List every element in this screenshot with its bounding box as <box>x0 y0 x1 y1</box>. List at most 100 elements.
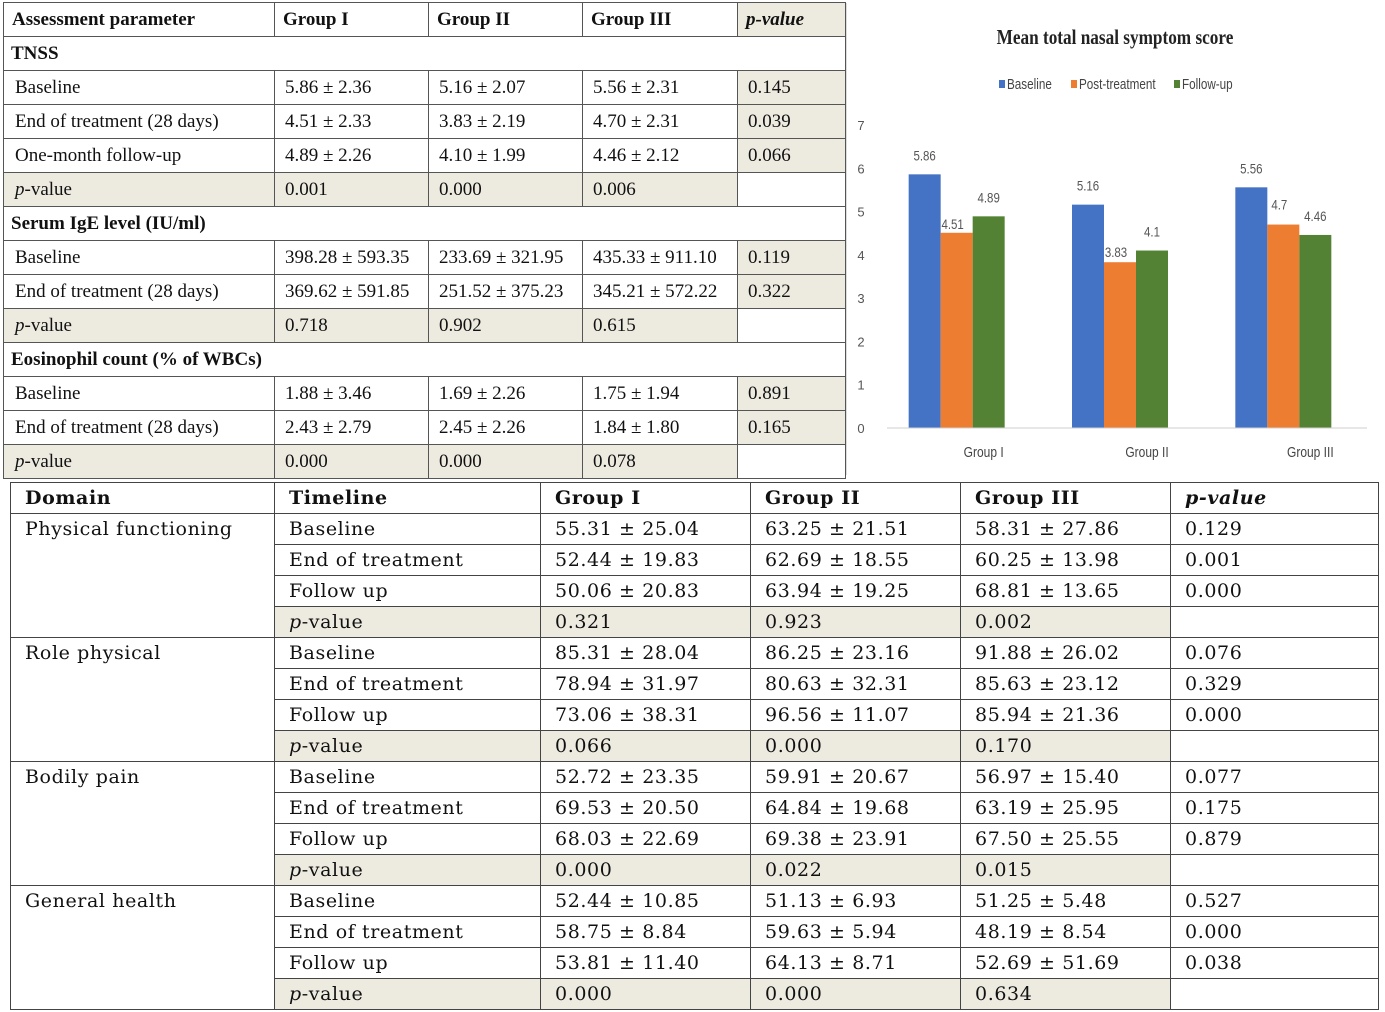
p-cell: 0.329 <box>1170 668 1379 700</box>
cell: 53.81 ± 11.40 <box>540 947 751 979</box>
cell: 5.16 ± 2.07 <box>428 70 583 105</box>
cell: 4.46 ± 2.12 <box>582 138 738 173</box>
blank-cell <box>1170 854 1379 886</box>
pvalue-label: p-value <box>274 606 541 638</box>
data-label: 4.89 <box>977 189 999 205</box>
table-row: End of treatment 58.75 ± 8.84 59.63 ± 5.94… <box>11 916 1379 948</box>
timeline-cell: Baseline <box>274 513 541 545</box>
cell: 52.44 ± 10.85 <box>540 885 751 917</box>
bar <box>1235 187 1268 428</box>
pvalue-row: p-value 0.000 0.000 0.078 <box>3 444 846 479</box>
cell: 63.19 ± 25.95 <box>960 792 1171 824</box>
tnss-bar-chart: Mean total nasal symptom score Baseline P… <box>846 3 1385 475</box>
timeline-cell: End of treatment <box>274 668 541 700</box>
cell: 64.84 ± 19.68 <box>750 792 961 824</box>
table1-header-cell: Group I <box>274 2 429 37</box>
domain-cell: Physical functioning <box>10 513 275 638</box>
pvalue-row: p-value 0.000 0.000 0.634 <box>11 978 1379 1010</box>
section-title: Eosinophil count (% of WBCs) <box>3 342 846 377</box>
row-label: End of treatment (28 days) <box>3 104 275 139</box>
cell: 80.63 ± 32.31 <box>750 668 961 700</box>
cell: 0.923 <box>750 606 961 638</box>
cell: 91.88 ± 26.02 <box>960 637 1171 669</box>
cell: 60.25 ± 13.98 <box>960 544 1171 576</box>
cell: 52.72 ± 23.35 <box>540 761 751 793</box>
cell: 1.69 ± 2.26 <box>428 376 583 411</box>
p-cell: 0.527 <box>1170 885 1379 917</box>
cell: 85.94 ± 21.36 <box>960 699 1171 731</box>
legend-label: Baseline <box>1007 76 1052 93</box>
p-cell: 0.119 <box>737 240 846 275</box>
blank-cell <box>1170 730 1379 762</box>
cell: 59.63 ± 5.94 <box>750 916 961 948</box>
cell: 52.44 ± 19.83 <box>540 544 751 576</box>
cell: 0.006 <box>582 172 738 207</box>
section-title-row: TNSS <box>3 36 846 71</box>
timeline-cell: Follow up <box>274 699 541 731</box>
p-cell: 0.891 <box>737 376 846 411</box>
cell: 0.170 <box>960 730 1171 762</box>
legend-swatch <box>999 80 1005 88</box>
p-cell: 0.165 <box>737 410 846 445</box>
cell: 86.25 ± 23.16 <box>750 637 961 669</box>
timeline-cell: Follow up <box>274 823 541 855</box>
pvalue-row: p-value 0.001 0.000 0.006 <box>3 172 846 207</box>
cell: 4.70 ± 2.31 <box>582 104 738 139</box>
timeline-cell: Follow up <box>274 575 541 607</box>
table-row: General health Baseline 52.44 ± 10.85 51.13… <box>10 885 1379 1010</box>
table1-header-cell: Group III <box>582 2 738 37</box>
cell: 56.97 ± 15.40 <box>960 761 1171 793</box>
bar <box>972 216 1005 428</box>
table-row: Physical functioning Baseline 55.31 ± 25.0… <box>10 513 1379 638</box>
p-cell: 0.077 <box>1170 761 1379 793</box>
cell: 78.94 ± 31.97 <box>540 668 751 700</box>
cell: 85.63 ± 23.12 <box>960 668 1171 700</box>
data-label: 5.86 <box>913 147 935 163</box>
p-cell: 0.066 <box>737 138 846 173</box>
table1-header-cell: p-value <box>737 2 846 37</box>
cell: 0.000 <box>750 730 961 762</box>
cell: 2.45 ± 2.26 <box>428 410 583 445</box>
timeline-cell: End of treatment <box>274 544 541 576</box>
table-row: End of treatment 52.44 ± 19.83 62.69 ± 18.… <box>11 544 1379 576</box>
cell: 0.000 <box>274 444 429 479</box>
p-cell: 0.000 <box>1170 699 1379 731</box>
cell: 1.84 ± 1.80 <box>582 410 738 445</box>
timeline-cell: Baseline <box>274 637 541 669</box>
cell: 0.001 <box>274 172 429 207</box>
domain-cell: Bodily pain <box>10 761 275 886</box>
cell: 5.86 ± 2.36 <box>274 70 429 105</box>
chart-svg: Mean total nasal symptom score Baseline P… <box>857 27 1367 461</box>
table2-header-cell: Group II <box>750 482 961 514</box>
cell: 0.902 <box>428 308 583 343</box>
chart-title: Mean total nasal symptom score <box>997 27 1234 50</box>
table-row: End of treatment (28 days) 4.51 ± 2.33 3… <box>3 104 846 139</box>
cell: 1.75 ± 1.94 <box>582 376 738 411</box>
table1-header-cell: Group II <box>428 2 583 37</box>
quality-of-life-table: Domain Timeline Group I Group II Group I… <box>10 482 1379 1010</box>
row-label: End of treatment (28 days) <box>3 274 275 309</box>
cell: 5.56 ± 2.31 <box>582 70 738 105</box>
section-title: Serum IgE level (IU/ml) <box>3 206 846 241</box>
blank-cell <box>1170 978 1379 1010</box>
pvalue-label: p-value <box>274 854 541 886</box>
p-cell: 0.129 <box>1170 513 1379 545</box>
cell: 251.52 ± 375.23 <box>428 274 583 309</box>
cell: 0.000 <box>540 854 751 886</box>
cell: 0.615 <box>582 308 738 343</box>
cell: 58.75 ± 8.84 <box>540 916 751 948</box>
cell: 0.002 <box>960 606 1171 638</box>
cell: 398.28 ± 593.35 <box>274 240 429 275</box>
y-tick-label: 7 <box>857 118 864 133</box>
x-tick-label: Group III <box>1287 444 1334 461</box>
y-tick-label: 1 <box>857 378 864 393</box>
tnss-ige-eosinophil-table: Assessment parameter Group I Group II Gr… <box>3 2 846 479</box>
timeline-cell: Baseline <box>274 761 541 793</box>
pvalue-label: p-value <box>274 730 541 762</box>
data-label: 5.16 <box>1077 178 1099 194</box>
p-cell: 0.001 <box>1170 544 1379 576</box>
cell: 0.000 <box>428 172 583 207</box>
cell: 0.000 <box>750 978 961 1010</box>
table2-header-cell: Timeline <box>274 482 541 514</box>
y-axis: 0 1 2 3 4 5 6 7 <box>857 118 864 436</box>
